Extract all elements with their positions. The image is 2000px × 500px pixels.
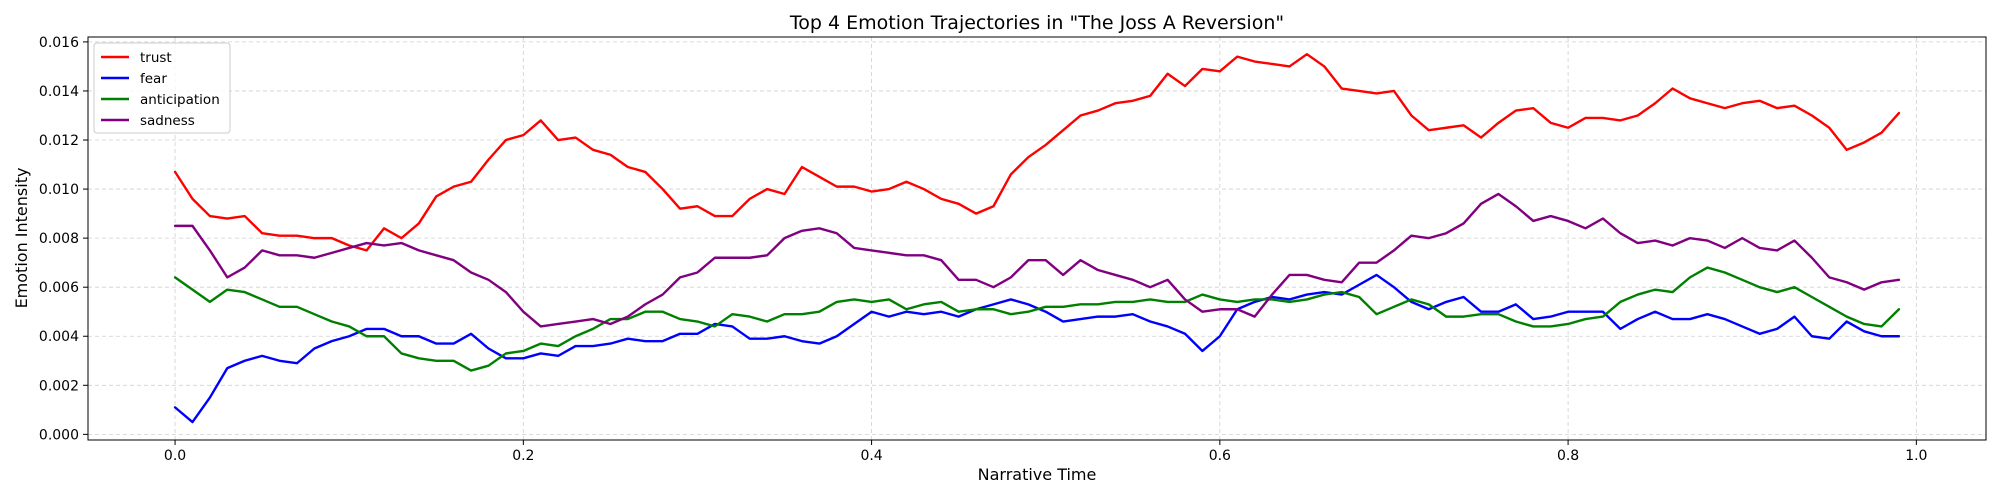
series-line-trust bbox=[173, 52, 1901, 252]
legend-label-fear: fear bbox=[140, 71, 167, 87]
y-tick-label: 0.008 bbox=[39, 231, 79, 247]
y-axis-ticks: 0.000 0.002 0.004 0.006 0.008 0.010 0.012 0.014… bbox=[39, 35, 88, 443]
legend-label-sadness: sadness bbox=[140, 113, 195, 129]
legend-label-anticipation: anticipation bbox=[140, 92, 220, 108]
series-line-anticipation bbox=[173, 266, 1901, 372]
x-tick-label: 0.2 bbox=[512, 448, 534, 464]
y-tick-label: 0.010 bbox=[39, 182, 79, 198]
x-tick-label: 0.8 bbox=[1557, 448, 1579, 464]
grid bbox=[88, 37, 1986, 440]
series-line-sadness bbox=[173, 192, 1901, 328]
x-tick-label: 0.6 bbox=[1209, 448, 1231, 464]
x-axis-ticks: 0.0 0.2 0.4 0.6 0.8 1.0 bbox=[164, 440, 1927, 464]
y-axis-label: Emotion Intensity bbox=[12, 168, 31, 309]
x-axis-label: Narrative Time bbox=[978, 465, 1097, 484]
y-tick-label: 0.004 bbox=[39, 329, 79, 345]
legend-items: trust fear anticipation sadness bbox=[101, 50, 220, 129]
y-tick-label: 0.014 bbox=[39, 84, 79, 100]
y-tick-label: 0.016 bbox=[39, 35, 79, 51]
y-tick-label: 0.006 bbox=[39, 280, 79, 296]
plot-lines bbox=[173, 52, 1901, 424]
y-tick-label: 0.012 bbox=[39, 133, 79, 149]
y-tick-label: 0.000 bbox=[39, 427, 79, 443]
legend-box bbox=[93, 42, 231, 134]
chart-title: Top 4 Emotion Trajectories in "The Joss … bbox=[789, 12, 1284, 34]
x-tick-label: 0.4 bbox=[860, 448, 882, 464]
x-tick-label: 0.0 bbox=[164, 448, 186, 464]
x-tick-label: 1.0 bbox=[1905, 448, 1927, 464]
legend: trust fear anticipation sadness bbox=[93, 42, 231, 134]
y-tick-label: 0.002 bbox=[39, 378, 79, 394]
legend-label-trust: trust bbox=[140, 50, 172, 66]
